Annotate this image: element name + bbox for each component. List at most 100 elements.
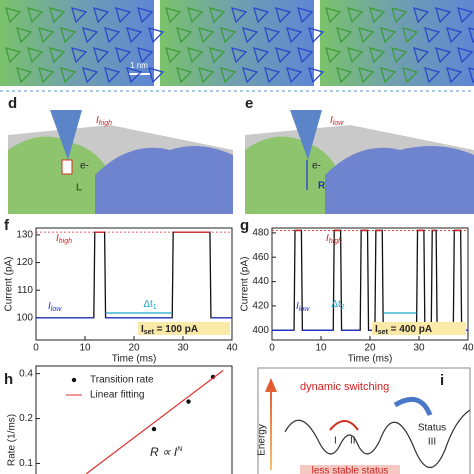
- y-tick-label: 120: [16, 257, 33, 268]
- triangle: [275, 7, 292, 24]
- x-tick-label: 30: [413, 343, 425, 354]
- text-part: I: [141, 324, 144, 335]
- triangle: [347, 47, 364, 64]
- triangle: [369, 7, 386, 24]
- green-region: [8, 136, 110, 214]
- triangle: [402, 27, 419, 44]
- electron-label: e-: [80, 161, 89, 172]
- green-region: [245, 136, 340, 214]
- triangle: [148, 67, 165, 84]
- triangle: [115, 47, 132, 64]
- triangle: [93, 7, 110, 24]
- set-label: Iset = 100 pA: [141, 324, 198, 337]
- text-part: N: [177, 446, 183, 453]
- triangle: [325, 47, 342, 64]
- triangle: [325, 7, 342, 24]
- triangle: [104, 67, 121, 84]
- text-part: I: [96, 115, 99, 126]
- triangle: [220, 27, 237, 44]
- note-bg: [300, 465, 400, 474]
- panel-label: f: [4, 217, 10, 234]
- set-label: Iset = 400 pA: [375, 324, 432, 337]
- triangle: [198, 67, 215, 84]
- text-part: 2: [341, 304, 345, 311]
- triangle: [231, 7, 248, 24]
- y-tick-label: 0.2: [19, 413, 33, 424]
- x-tick-label: 10: [79, 343, 91, 354]
- triangle: [82, 67, 99, 84]
- triangle: [71, 7, 88, 24]
- text-part: I: [375, 324, 378, 335]
- triangle: [468, 27, 474, 44]
- y-tick-label: 130: [16, 230, 33, 241]
- x-tick-label: 0: [33, 343, 39, 354]
- triangle: [165, 7, 182, 24]
- y-tick-label: 460: [252, 252, 269, 263]
- triangle: [402, 67, 419, 84]
- triangle: [220, 67, 237, 84]
- low-label: Ilow: [296, 301, 310, 314]
- triangle: [242, 67, 259, 84]
- text-part: I: [296, 301, 299, 312]
- triangle: [27, 7, 44, 24]
- triangle: [49, 47, 66, 64]
- diagram-title: dynamic switching: [300, 381, 389, 393]
- triangle: [49, 7, 66, 24]
- text-part: I: [330, 115, 333, 126]
- text-part: high: [59, 238, 72, 245]
- triangle: [413, 7, 430, 24]
- triangle: [435, 7, 452, 24]
- blue-region: [325, 146, 474, 214]
- triangle: [308, 27, 325, 44]
- note: less stable status: [312, 466, 389, 474]
- triangle: [82, 27, 99, 44]
- text-part: high: [99, 120, 112, 127]
- switch-arrow: [329, 420, 359, 431]
- x-tick-label: 20: [128, 343, 140, 354]
- panel-label: h: [4, 371, 13, 388]
- y-tick-label: 0.1: [19, 458, 33, 469]
- x-axis-label: Time (ms): [348, 354, 393, 365]
- y-tick-label: 100: [16, 313, 33, 324]
- triangle: [308, 67, 325, 84]
- frame: [257, 367, 471, 474]
- panel-d: d Ihigh e- L: [8, 95, 233, 214]
- tip: [290, 110, 322, 160]
- triangle: [264, 27, 281, 44]
- panel-i: Energy i dynamic switching I II Status I…: [257, 367, 471, 474]
- triangle: [187, 7, 204, 24]
- text-part: I: [48, 301, 51, 312]
- triangle: [380, 67, 397, 84]
- triangle: [253, 7, 270, 24]
- triangle: [198, 27, 215, 44]
- triangle: [104, 27, 121, 44]
- y-axis-label: Current (pA): [4, 256, 15, 311]
- fit-line: [85, 369, 224, 474]
- triangle: [446, 67, 463, 84]
- triangle: [148, 27, 165, 44]
- triangle: [297, 47, 314, 64]
- triangle: [16, 67, 33, 84]
- site-label: R: [318, 181, 326, 192]
- triangle: [435, 47, 452, 64]
- y-tick-label: 110: [17, 285, 33, 296]
- y-tick-label: 420: [252, 301, 269, 312]
- scale-bar-label: 1 nm: [130, 61, 148, 70]
- triangle: [115, 7, 132, 24]
- text-part: Δt: [331, 299, 341, 310]
- triangle: [137, 7, 154, 24]
- point: [151, 426, 157, 432]
- state-label: I: [334, 436, 337, 447]
- panel-label: d: [8, 95, 17, 112]
- blue-region: [95, 146, 233, 214]
- triangle: [457, 47, 474, 64]
- text-part: I: [56, 233, 59, 244]
- text-part: = 400 pA: [388, 324, 432, 335]
- stm-images: 1 nm: [0, 0, 474, 92]
- text-part: set: [378, 329, 389, 336]
- panel-label: i: [440, 372, 444, 389]
- y-tick-label: 480: [252, 228, 269, 239]
- triangle: [209, 47, 226, 64]
- text-part: high: [329, 238, 342, 245]
- x-axis-label: Time (ms): [112, 354, 157, 365]
